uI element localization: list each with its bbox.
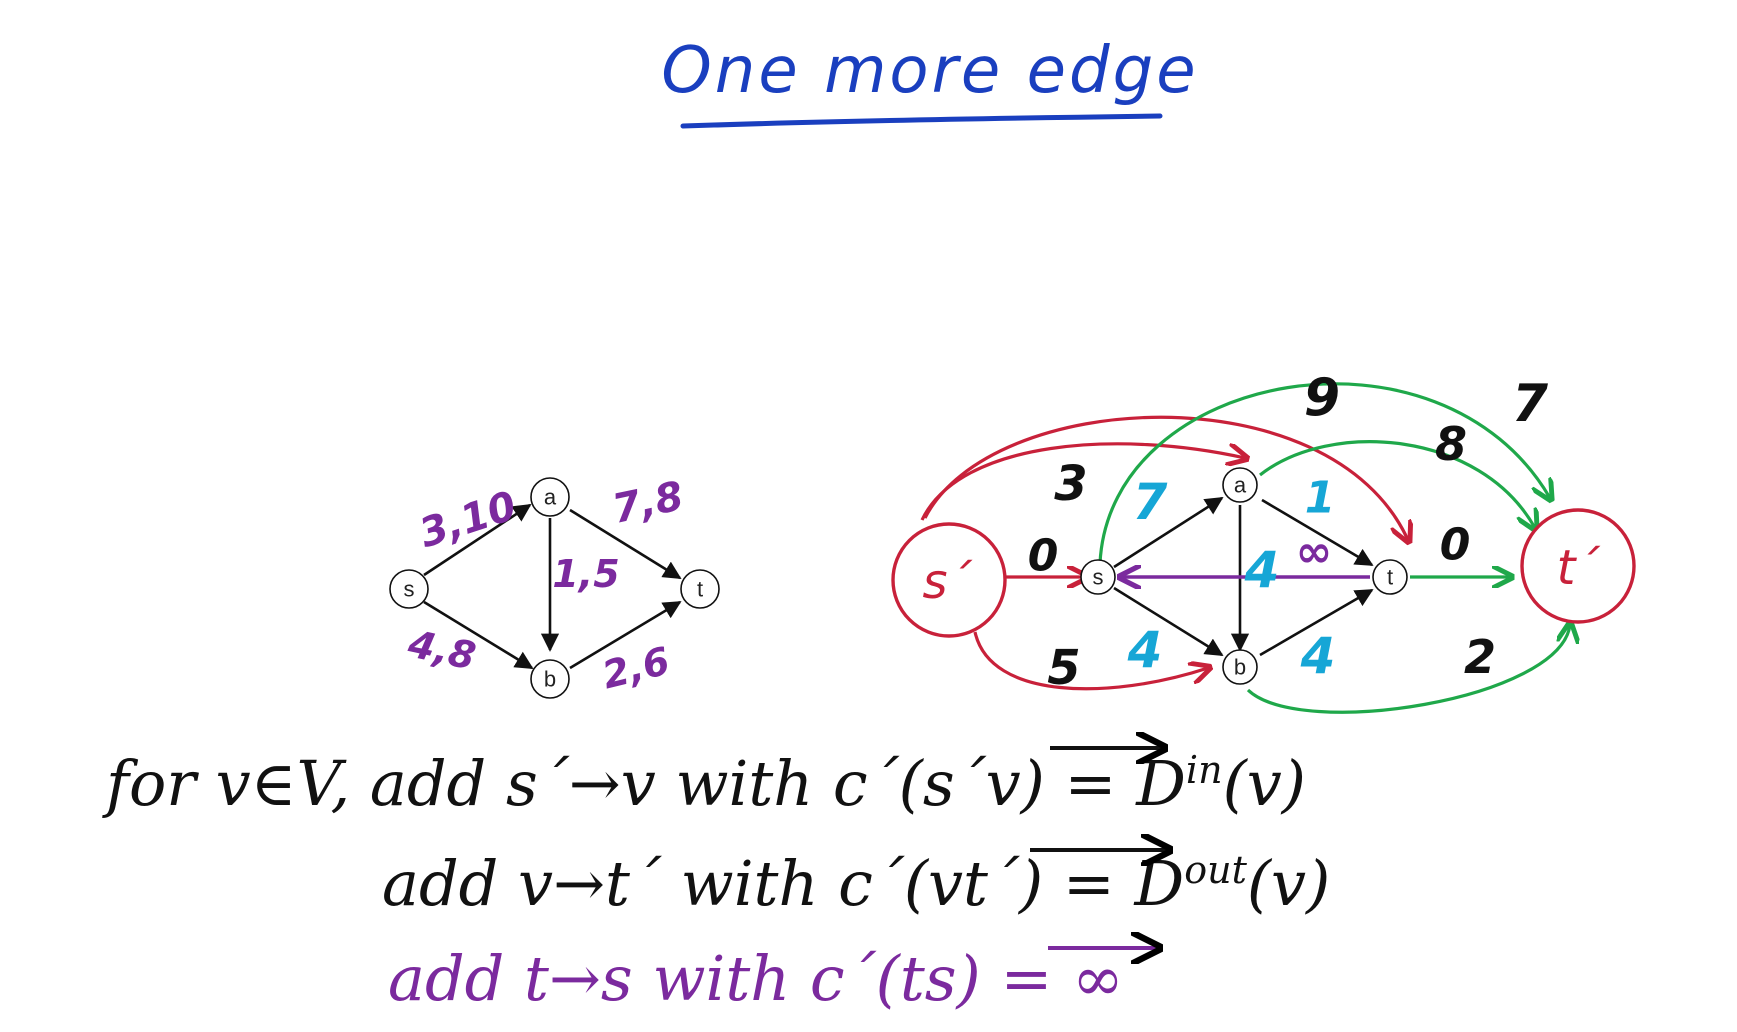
- right-label-sp-b: 5: [1047, 640, 1080, 696]
- right-graph: s´ t´ s a b t 0 3 5 9 7 8 0 2: [891, 368, 1636, 714]
- left-node-a: a: [530, 477, 570, 517]
- formula-1-prefix: for v∈V, add s´→v with c´(: [102, 747, 925, 820]
- formula-3-prefix: add t→s with c´(: [388, 942, 902, 1015]
- right-node-t-prime: t´: [1520, 508, 1636, 624]
- right-edge-s-b: [1113, 586, 1224, 657]
- title-underline: [680, 113, 1163, 129]
- formula-2-suffix: (v): [1247, 847, 1330, 920]
- formula-line-2: add v→t´ with c´(vt´) = Dout(v): [382, 847, 1330, 920]
- right-label-b-tp: 2: [1464, 630, 1496, 684]
- right-edge-s-tp: [1098, 382, 1550, 564]
- right-label-t-s: ∞: [1296, 527, 1333, 578]
- left-edge-b-t: [569, 600, 682, 670]
- right-node-s-prime: s´: [891, 522, 1007, 638]
- right-label-s-tp: 7: [1512, 374, 1549, 434]
- formula-2-sup: out: [1184, 848, 1247, 892]
- right-edge-b-tp: [1246, 625, 1570, 714]
- formula-3-vector: ts: [900, 942, 957, 1015]
- left-label-bt: 2,6: [598, 639, 674, 698]
- left-node-t-label: t: [697, 577, 703, 602]
- left-label-at: 7,8: [609, 473, 688, 533]
- right-node-s-prime-label: s´: [922, 554, 973, 610]
- right-node-s-label: s: [1093, 565, 1104, 590]
- formula-1-vector: s´v: [923, 747, 1021, 820]
- formula-2-text: add v→t´ with c´(vt´) = Dout(v): [382, 847, 1330, 920]
- left-edge-s-b: [423, 600, 534, 670]
- left-label-ab: 1,5: [552, 552, 619, 596]
- right-label-t-tp: 0: [1440, 520, 1471, 571]
- right-edge-sp-t: [923, 415, 1408, 540]
- left-node-t: t: [680, 569, 720, 609]
- right-label-s-a: 7: [1133, 473, 1168, 531]
- right-edge-a-tp: [1259, 440, 1535, 528]
- formula-line-1: for v∈V, add s´→v with c´(s´v) = Din(v): [102, 747, 1306, 820]
- right-node-a-label: a: [1234, 473, 1247, 498]
- right-edge-b-t: [1259, 588, 1374, 657]
- right-edge-sp-b: [973, 631, 1208, 691]
- formula-3-text: add t→s with c´(ts) = ∞: [388, 942, 1124, 1015]
- left-node-a-label: a: [544, 485, 557, 510]
- right-node-b: b: [1222, 649, 1258, 685]
- right-label-b-t: 4: [1300, 627, 1336, 685]
- right-node-a: a: [1222, 467, 1258, 503]
- right-label-a-tp: 8: [1435, 417, 1467, 471]
- left-node-s-label: s: [404, 577, 415, 602]
- right-node-t-label: t: [1387, 565, 1393, 590]
- formula-2-mid: ) = D: [1017, 847, 1184, 920]
- right-label-s-b: 4: [1127, 621, 1163, 679]
- right-node-t-prime-label: t´: [1557, 540, 1602, 596]
- formula-1-suffix: (v): [1223, 747, 1306, 820]
- left-node-b: b: [530, 659, 570, 699]
- right-label-sp-a: 3: [1054, 456, 1087, 512]
- formula-2-prefix: add v→t´ with c´(: [382, 847, 930, 920]
- right-label-a-b: 4: [1244, 541, 1280, 599]
- left-edge-a-t: [569, 508, 682, 580]
- right-label-sp-t: 9: [1304, 368, 1340, 428]
- left-edge-s-a: [423, 503, 532, 577]
- right-node-t: t: [1372, 559, 1408, 595]
- formula-line-3: add t→s with c´(ts) = ∞: [388, 942, 1160, 1015]
- formula-1-sup: in: [1186, 748, 1223, 792]
- title-block: One more edge: [661, 34, 1198, 129]
- right-label-sp-s: 0: [1028, 531, 1059, 582]
- left-node-s: s: [389, 569, 429, 609]
- left-node-b-label: b: [544, 667, 556, 692]
- page-title: One more edge: [661, 34, 1198, 108]
- right-node-s: s: [1080, 559, 1116, 595]
- right-label-a-t: 1: [1305, 473, 1336, 524]
- formula-1-text: for v∈V, add s´→v with c´(s´v) = Din(v): [102, 747, 1306, 820]
- right-edge-a-t: [1261, 498, 1374, 567]
- formula-3-suffix: ) = ∞: [955, 942, 1124, 1015]
- right-node-b-label: b: [1234, 655, 1246, 680]
- formula-2-vector: vt´: [928, 847, 1020, 920]
- left-graph: s a b t 3,10 7,8 1,5 4,8 2,6: [389, 473, 720, 699]
- formula-1-mid: ) = D: [1019, 747, 1186, 820]
- right-edge-s-a: [1113, 496, 1224, 569]
